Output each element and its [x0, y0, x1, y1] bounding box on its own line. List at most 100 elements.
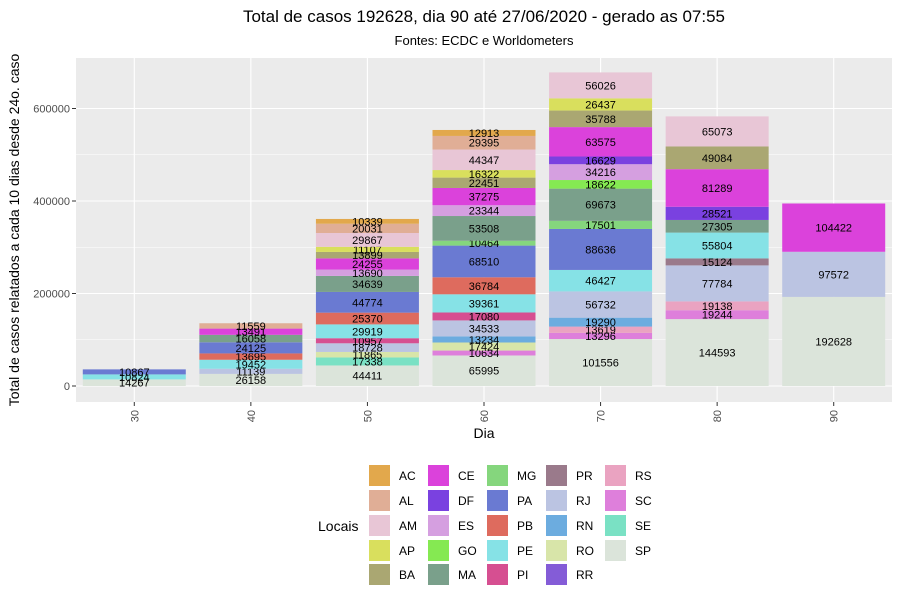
bar-value-label: 53508 — [469, 223, 500, 235]
bar-segment-sp-day-90 — [782, 296, 886, 386]
bar-value-label: 13899 — [352, 250, 383, 262]
legend-key-df — [428, 490, 449, 511]
bar-segment-ma-day-50 — [315, 275, 419, 292]
bar-value-label: 13619 — [585, 325, 616, 337]
bar-segment-sp-day-40 — [199, 373, 303, 386]
bar-segment-df-day-70 — [549, 156, 653, 165]
bar-segment-sc-day-80 — [665, 310, 769, 320]
bar-segment-ap-day-60 — [432, 170, 536, 178]
bar-value-label: 27305 — [702, 221, 733, 233]
bar-value-label: 11139 — [236, 366, 265, 378]
bar-segment-pr-day-80 — [665, 258, 769, 266]
legend-key-pa — [487, 490, 508, 511]
chart-title: Total de casos 192628, dia 90 até 27/06/… — [243, 7, 725, 26]
bar-value-label: 29867 — [352, 235, 383, 247]
bar-segment-rs-day-80 — [665, 301, 769, 311]
bar-value-label: 65073 — [702, 126, 733, 138]
bar-value-label: 49084 — [702, 153, 733, 165]
bar-value-label: 34216 — [585, 167, 616, 179]
bar-segment-pa-day-50 — [315, 291, 419, 313]
bar-segment-pb-day-60 — [432, 277, 536, 295]
bar-value-label: 13491 — [236, 327, 267, 339]
bar-segment-ac-day-50 — [315, 218, 419, 224]
legend-label-pr: PR — [576, 469, 593, 483]
bar-segment-ba-day-70 — [549, 110, 653, 128]
bar-segment-ap-day-50 — [315, 246, 419, 252]
legend-key-ba — [369, 564, 390, 585]
bar-segment-sp-day-50 — [315, 365, 419, 386]
legend-label-ce: CE — [458, 469, 475, 483]
legend-key-pr — [546, 465, 567, 486]
legend-label-sc: SC — [635, 494, 652, 508]
bar-segment-pa-day-70 — [549, 228, 653, 270]
bar-value-label: 10339 — [352, 216, 383, 228]
bar-segment-pe-day-80 — [665, 232, 769, 259]
bar-segment-rj-day-80 — [665, 265, 769, 302]
x-tick-label: 70 — [596, 410, 608, 422]
bar-value-label: 17338 — [352, 356, 383, 368]
bar-segment-pe-day-40 — [199, 359, 303, 369]
bar-value-label: 88636 — [585, 244, 616, 256]
bar-value-label: 19138 — [702, 301, 733, 313]
x-axis-title: Dia — [473, 425, 494, 441]
bar-segment-ce-day-40 — [199, 328, 303, 335]
bar-value-label: 46427 — [585, 276, 616, 288]
bar-value-label: 44774 — [352, 297, 383, 309]
bar-value-label: 11559 — [236, 321, 266, 333]
bar-value-label: 13234 — [469, 334, 500, 346]
bar-value-label: 11865 — [353, 350, 383, 362]
y-tick-label: 600000 — [33, 104, 70, 116]
x-tick-label: 60 — [479, 410, 491, 422]
y-tick-label: 400000 — [33, 196, 70, 208]
x-tick-label: 30 — [129, 410, 141, 422]
legend: Locais AC AL AM AP BA CE DF ES GO MA MG PA PB PE PI PR R… — [318, 465, 652, 585]
bar-segment-sp-day-30 — [82, 379, 186, 386]
bar-segment-ce-day-60 — [432, 187, 536, 206]
legend-label-pe: PE — [517, 544, 533, 558]
bar-segment-am-day-50 — [315, 232, 419, 247]
legend-label-go: GO — [458, 544, 477, 558]
legend-label-rs: RS — [635, 469, 652, 483]
bar-segment-pi-day-60 — [432, 312, 536, 321]
bar-value-label: 12913 — [469, 128, 500, 140]
legend-key-se — [605, 515, 626, 536]
bar-segment-pe-day-70 — [549, 269, 653, 292]
bar-segment-sp-day-70 — [549, 339, 653, 386]
legend-label-rr: RR — [576, 568, 594, 582]
bar-value-label: 101556 — [582, 358, 619, 370]
legend-key-al — [369, 490, 390, 511]
bar-value-label: 13690 — [352, 268, 383, 280]
bar-value-label: 16629 — [585, 155, 616, 167]
x-tick-label: 50 — [362, 410, 374, 422]
legend-label-ba: BA — [399, 568, 415, 582]
bar-value-label: 10464 — [469, 238, 500, 250]
legend-label-es: ES — [458, 519, 474, 533]
bar-segment-rj-day-40 — [199, 368, 303, 374]
bar-segment-pe-day-50 — [315, 324, 419, 339]
bar-value-label: 35788 — [585, 114, 616, 126]
bar-value-label: 24125 — [236, 343, 267, 355]
bar-value-label: 39361 — [469, 298, 500, 310]
bar-segment-pa-day-30 — [82, 369, 186, 375]
bar-segment-rj-day-90 — [782, 251, 886, 297]
bar-value-label: 55804 — [702, 240, 733, 252]
bar-value-label: 22451 — [469, 178, 500, 190]
bar-segment-pb-day-50 — [315, 312, 419, 325]
chart-subtitle: Fontes: ECDC e Worldometers — [395, 33, 574, 48]
x-tick-label: 90 — [829, 410, 841, 422]
legend-label-pb: PB — [517, 519, 533, 533]
bar-value-label: 34639 — [352, 279, 383, 291]
legend-key-es — [428, 515, 449, 536]
bar-segment-ap-day-70 — [549, 98, 653, 111]
bar-value-label: 63575 — [585, 137, 616, 149]
legend-label-mg: MG — [517, 469, 536, 483]
bar-value-label: 14267 — [119, 378, 150, 390]
legend-label-se: SE — [635, 519, 651, 533]
bar-value-label: 69673 — [585, 200, 616, 212]
bar-segment-df-day-80 — [665, 206, 769, 220]
legend-key-ap — [369, 540, 390, 561]
y-axis: 0 200000 400000 600000 — [33, 104, 76, 393]
bar-segment-es-day-70 — [549, 164, 653, 181]
bar-segment-ma-day-70 — [549, 188, 653, 221]
